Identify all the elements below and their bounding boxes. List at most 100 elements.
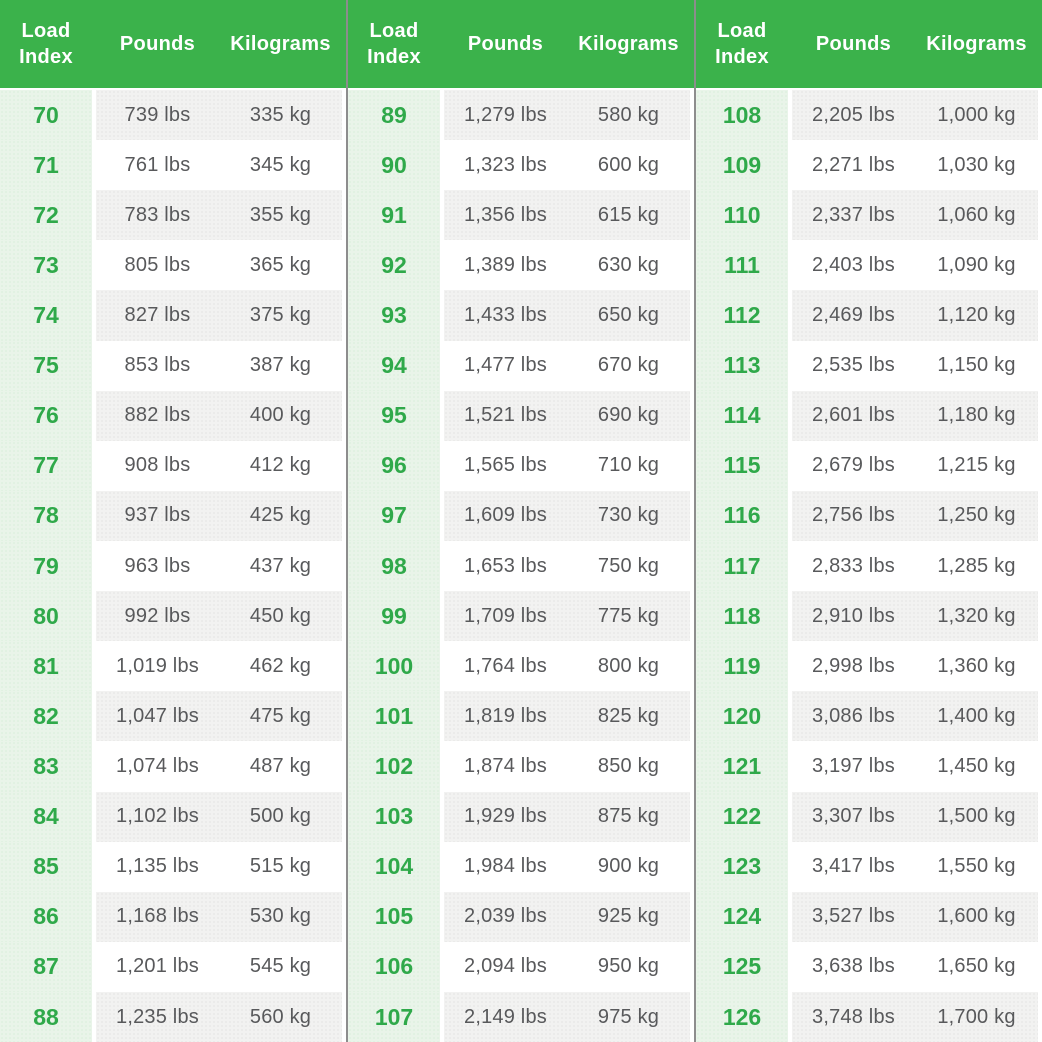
pounds-cell: 2,469 lbs xyxy=(812,303,895,326)
vertical-divider xyxy=(346,0,348,1042)
table-row: 85 1,135 lbs 515 kg xyxy=(0,841,346,892)
kilograms-cell: 775 kg xyxy=(597,604,660,627)
column-gap xyxy=(1038,90,1042,140)
kilograms-cell: 335 kg xyxy=(249,103,312,126)
load-index-cell: 123 xyxy=(696,841,788,892)
table-row: 106 2,094 lbs 950 kg xyxy=(348,941,694,992)
column-gap xyxy=(1038,491,1042,541)
header-load-index: Load Index xyxy=(367,20,421,68)
kilograms-cell: 900 kg xyxy=(597,855,660,878)
pounds-cell: 2,271 lbs xyxy=(812,153,895,176)
load-index-cell: 74 xyxy=(0,290,92,341)
kilograms-cell: 1,500 kg xyxy=(937,805,1016,828)
table-body: 108 2,205 lbs 1,000 kg 109 2,271 lbs 1,0… xyxy=(696,90,1042,1042)
load-index-cell: 120 xyxy=(696,691,788,742)
load-index-cell: 84 xyxy=(0,791,92,842)
table-row: 78 937 lbs 425 kg xyxy=(0,490,346,541)
kilograms-cell: 670 kg xyxy=(597,354,660,377)
load-index-cell: 116 xyxy=(696,490,788,541)
pounds-cell: 1,074 lbs xyxy=(116,754,199,777)
table-row: 119 2,998 lbs 1,360 kg xyxy=(696,641,1042,692)
table-header: Load Index Pounds Kilograms xyxy=(696,0,1042,90)
load-index-cell: 96 xyxy=(348,440,440,491)
table-row: 115 2,679 lbs 1,215 kg xyxy=(696,440,1042,491)
header-pounds: Pounds xyxy=(815,32,892,55)
load-index-cell: 75 xyxy=(0,340,92,391)
load-index-cell: 82 xyxy=(0,691,92,742)
pounds-cell: 1,433 lbs xyxy=(464,303,547,326)
table-row: 101 1,819 lbs 825 kg xyxy=(348,691,694,742)
pounds-cell: 2,910 lbs xyxy=(812,604,895,627)
pounds-cell: 2,601 lbs xyxy=(812,404,895,427)
table-row: 95 1,521 lbs 690 kg xyxy=(348,390,694,441)
table-row: 124 3,527 lbs 1,600 kg xyxy=(696,891,1042,942)
kilograms-cell: 1,060 kg xyxy=(937,203,1016,226)
kilograms-cell: 825 kg xyxy=(597,704,660,727)
load-index-cell: 70 xyxy=(0,90,92,141)
table-row: 125 3,638 lbs 1,650 kg xyxy=(696,941,1042,992)
kilograms-cell: 355 kg xyxy=(249,203,312,226)
header-pounds: Pounds xyxy=(119,32,196,55)
pounds-cell: 992 lbs xyxy=(124,604,191,627)
pounds-cell: 1,819 lbs xyxy=(464,704,547,727)
load-index-cell: 112 xyxy=(696,290,788,341)
kilograms-cell: 530 kg xyxy=(249,905,312,928)
pounds-cell: 963 lbs xyxy=(124,554,191,577)
table-row: 90 1,323 lbs 600 kg xyxy=(348,140,694,191)
table-row: 79 963 lbs 437 kg xyxy=(0,540,346,592)
load-index-cell: 111 xyxy=(696,240,788,291)
pounds-cell: 3,527 lbs xyxy=(812,905,895,928)
table-row: 81 1,019 lbs 462 kg xyxy=(0,641,346,692)
kilograms-cell: 345 kg xyxy=(249,153,312,176)
load-index-cell: 97 xyxy=(348,490,440,541)
load-index-cell: 90 xyxy=(348,140,440,191)
kilograms-cell: 690 kg xyxy=(597,404,660,427)
column-gap xyxy=(1038,140,1042,190)
table-header: Load Index Pounds Kilograms xyxy=(0,0,346,90)
load-index-cell: 98 xyxy=(348,540,440,592)
pounds-cell: 2,679 lbs xyxy=(812,454,895,477)
pounds-cell: 1,609 lbs xyxy=(464,504,547,527)
pounds-cell: 1,521 lbs xyxy=(464,404,547,427)
pounds-cell: 3,748 lbs xyxy=(812,1005,895,1028)
pounds-cell: 2,337 lbs xyxy=(812,203,895,226)
table-row: 99 1,709 lbs 775 kg xyxy=(348,591,694,642)
table-row: 117 2,833 lbs 1,285 kg xyxy=(696,540,1042,592)
kilograms-cell: 1,320 kg xyxy=(937,604,1016,627)
kilograms-cell: 710 kg xyxy=(597,454,660,477)
kilograms-cell: 375 kg xyxy=(249,303,312,326)
table-row: 87 1,201 lbs 545 kg xyxy=(0,941,346,992)
load-index-cell: 109 xyxy=(696,140,788,191)
header-load-index: Load Index xyxy=(19,20,73,68)
pounds-cell: 761 lbs xyxy=(124,153,191,176)
column-gap xyxy=(1038,842,1042,892)
pounds-cell: 2,205 lbs xyxy=(812,103,895,126)
kilograms-cell: 850 kg xyxy=(597,754,660,777)
kilograms-cell: 1,215 kg xyxy=(937,454,1016,477)
table-row: 70 739 lbs 335 kg xyxy=(0,90,346,141)
table-row: 73 805 lbs 365 kg xyxy=(0,240,346,291)
column-gap xyxy=(1038,391,1042,441)
load-index-cell: 102 xyxy=(348,741,440,792)
load-index-cell: 93 xyxy=(348,290,440,341)
kilograms-cell: 615 kg xyxy=(597,203,660,226)
vertical-divider xyxy=(694,0,696,1042)
table-row: 72 783 lbs 355 kg xyxy=(0,190,346,241)
pounds-cell: 1,168 lbs xyxy=(116,905,199,928)
header-kilograms: Kilograms xyxy=(926,32,1027,55)
kilograms-cell: 1,000 kg xyxy=(937,103,1016,126)
kilograms-cell: 800 kg xyxy=(597,654,660,677)
kilograms-cell: 387 kg xyxy=(249,354,312,377)
kilograms-cell: 875 kg xyxy=(597,805,660,828)
load-index-cell: 105 xyxy=(348,891,440,942)
kilograms-cell: 1,030 kg xyxy=(937,153,1016,176)
table-row: 105 2,039 lbs 925 kg xyxy=(348,891,694,942)
pounds-cell: 805 lbs xyxy=(124,253,191,276)
load-index-cell: 77 xyxy=(0,440,92,491)
load-index-cell: 121 xyxy=(696,741,788,792)
column-gap xyxy=(1038,341,1042,391)
table-row: 114 2,601 lbs 1,180 kg xyxy=(696,390,1042,441)
pounds-cell: 1,102 lbs xyxy=(116,805,199,828)
table-row: 112 2,469 lbs 1,120 kg xyxy=(696,290,1042,341)
pounds-cell: 2,756 lbs xyxy=(812,504,895,527)
